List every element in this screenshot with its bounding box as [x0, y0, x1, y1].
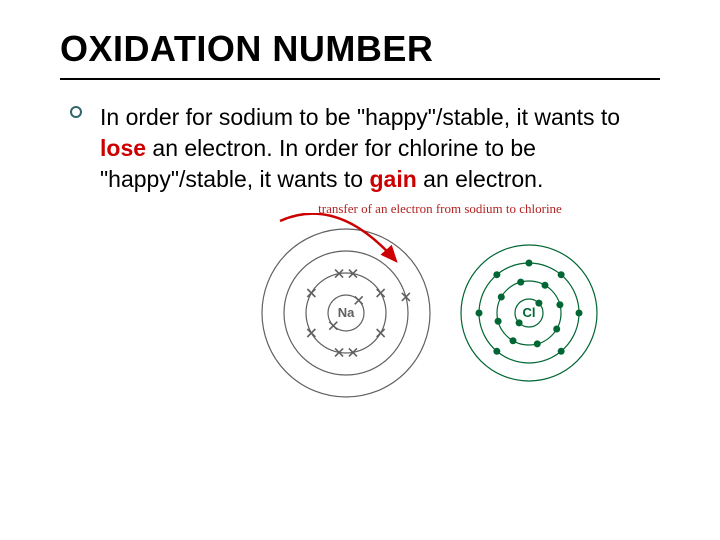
svg-text:Na: Na: [338, 305, 355, 320]
page-title: OXIDATION NUMBER: [0, 0, 720, 78]
diagram: Na Cl: [0, 223, 720, 408]
text-part3: an electron.: [417, 166, 544, 192]
atom-na: Na: [256, 223, 436, 408]
diagram-caption: transfer of an electron from sodium to c…: [0, 201, 720, 217]
bullet-icon: [70, 106, 82, 118]
text-part1: In order for sodium to be "happy"/stable…: [100, 104, 620, 130]
svg-text:Cl: Cl: [523, 305, 536, 320]
atom-cl: Cl: [454, 238, 604, 393]
body-paragraph: In order for sodium to be "happy"/stable…: [0, 80, 720, 195]
emphasis-gain: gain: [369, 166, 416, 192]
emphasis-lose: lose: [100, 135, 146, 161]
